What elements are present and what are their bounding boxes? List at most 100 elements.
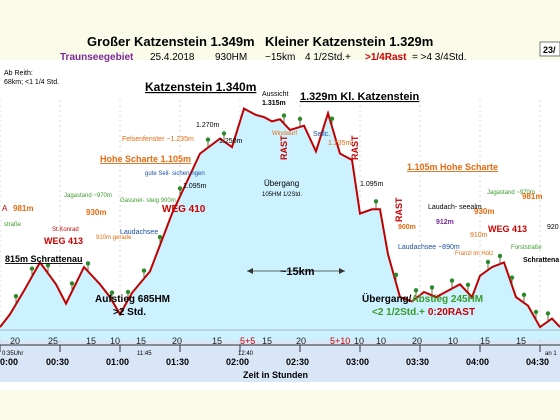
tree-icon — [329, 116, 335, 121]
segment-minute-label: 20 — [172, 336, 182, 346]
distance-middle: ~15km — [280, 266, 315, 278]
tree-icon — [429, 285, 435, 290]
x-tick-label: 01:30 — [166, 357, 189, 367]
weg413-right: WEG 413 — [488, 224, 527, 234]
tree-icon — [497, 253, 503, 259]
distance-label: ~15km — [265, 52, 295, 63]
x-tick-label: 04:00 — [466, 357, 489, 367]
laudachsee-left: Laudachsee — [120, 229, 158, 236]
h930-left: 930m — [86, 208, 106, 217]
x-tick-label: 00:30 — [46, 357, 69, 367]
segment-minute-label: 15 — [212, 336, 222, 346]
segment-minute-label: 15 — [136, 336, 146, 346]
tree-icon — [533, 309, 539, 315]
segment-minute-label: 20 — [412, 336, 422, 346]
segment-minute-label: 10 — [448, 336, 458, 346]
segment-minute-label: 20 — [296, 336, 306, 346]
uebergang-mid: Übergang — [264, 179, 299, 188]
tree-icon — [13, 293, 19, 299]
tree-icon — [109, 290, 115, 295]
laudachsee-right: Laudachsee ~890m — [398, 244, 460, 251]
segment-minute-label: 10 — [354, 336, 364, 346]
distance-span-arrow-left — [247, 268, 253, 274]
forststrasse-right: Forststraße — [511, 245, 542, 251]
note-ab-reith: Ab Reith: — [4, 70, 33, 77]
profile-area — [0, 108, 560, 340]
profile-line — [0, 107, 560, 329]
segment-minute-label: 5+5 — [240, 336, 255, 346]
segment-minute-label: 15 — [480, 336, 490, 346]
date-label: 25.4.2018 — [150, 52, 195, 63]
uebergang-abstieg: Übergang/Abstieg 245HM — [362, 292, 483, 305]
laudachseealm: Laudach- seealm — [428, 204, 482, 211]
x-tick-label: 04:30 — [526, 357, 549, 367]
tree-icon — [281, 113, 287, 118]
h1235-right: 1.235m — [328, 140, 352, 147]
aussicht: Aussicht — [262, 91, 289, 98]
h900-right: 900m — [398, 224, 416, 231]
windwurf: Windwurf — [272, 131, 297, 137]
tree-icon — [85, 261, 91, 266]
segment-minute-label: 10 — [376, 336, 386, 346]
a-left: A — [2, 204, 8, 213]
corner-label: 23/ — [543, 45, 556, 55]
h981-left: 981m — [13, 204, 33, 213]
time-end: an 1 — [545, 351, 557, 357]
abstieg-label: Abstieg 245HM — [411, 294, 483, 305]
region-label: Traunseegebiet — [60, 52, 134, 63]
hohe-scharte-right: 1.105m Hohe Scharte — [407, 162, 498, 172]
tree-icon — [69, 281, 75, 286]
tree-icon — [29, 266, 35, 271]
segment-minutes: 20 25 15 10 15 20 15 5+5 15 20 5+10 10 10 20 10 15 15 — [10, 336, 526, 346]
gute-seil: gute Seil- sicherungen — [145, 171, 205, 177]
uebergang-mid-sub: 105HM 1/2Std. — [262, 192, 302, 198]
schrattenau-right: Schrattena — [523, 257, 559, 264]
x-tick-label: 02:00 — [226, 357, 249, 367]
tree-icon — [177, 186, 183, 191]
h1095-right: 1.095m — [360, 181, 384, 188]
total-label: = >4 3/4Std. — [412, 52, 467, 63]
x-tick-label: 03:00 — [346, 357, 369, 367]
schrattenau-left: 815m Schrattenau — [5, 254, 83, 264]
peak-big: Katzenstein 1.340m — [145, 80, 256, 94]
h1270: 1.270m — [196, 122, 220, 129]
x-tick-label: 02:30 — [286, 357, 309, 367]
gassnersteig: Gassner- steig 900m — [120, 198, 176, 204]
st-konrad: St.Konrad — [52, 227, 79, 233]
rast-vertical-2: RAST — [350, 135, 360, 160]
tree-icon — [521, 292, 527, 298]
aufstieg: Aufstieg 685HM — [95, 294, 170, 305]
distance-span-arrow-right — [339, 268, 345, 274]
felsenfenster: Felsenfenster ~1.235m — [122, 136, 194, 143]
segment-minute-label: 20 — [10, 336, 20, 346]
uebergang-time: <2 1/2Std.+ 0:20RAST — [372, 307, 475, 318]
h1250: 1.250m — [219, 138, 243, 145]
corner-box — [539, 41, 560, 57]
tree-icon — [125, 289, 131, 295]
tree-icon — [297, 116, 303, 122]
jagastand-left: Jagastand ~970m — [64, 193, 112, 199]
uebergang-time-label: <2 1/2Std.+ — [372, 307, 425, 318]
time-start: 0:35Uhr — [2, 351, 23, 357]
tree-icon — [205, 137, 211, 142]
trees — [13, 113, 551, 322]
franzl: Franzl im Holz — [455, 251, 493, 257]
tree-icon — [373, 199, 379, 204]
aufstieg-time: >2 Std. — [113, 307, 146, 318]
note-ab-reith-detail: 68km; <1 1/4 Std. — [4, 79, 59, 86]
weg413-left: WEG 413 — [44, 236, 83, 246]
title-left: Großer Katzenstein 1.349m — [87, 34, 255, 49]
title-right: Kleiner Katzenstein 1.329m — [265, 34, 433, 49]
segment-minute-label: 5+10 — [330, 336, 350, 346]
laudachseealm-height: 912m — [436, 219, 454, 226]
hm-label: 930HM — [215, 52, 247, 63]
tree-icon — [157, 234, 163, 240]
segment-minute-label: 15 — [262, 336, 272, 346]
tree-icon — [509, 275, 515, 280]
peak-small: 1.329m Kl. Katzenstein — [300, 91, 419, 103]
segment-minute-label: 10 — [110, 336, 120, 346]
tree-icon — [465, 282, 471, 288]
segment-minute-label: 15 — [86, 336, 96, 346]
